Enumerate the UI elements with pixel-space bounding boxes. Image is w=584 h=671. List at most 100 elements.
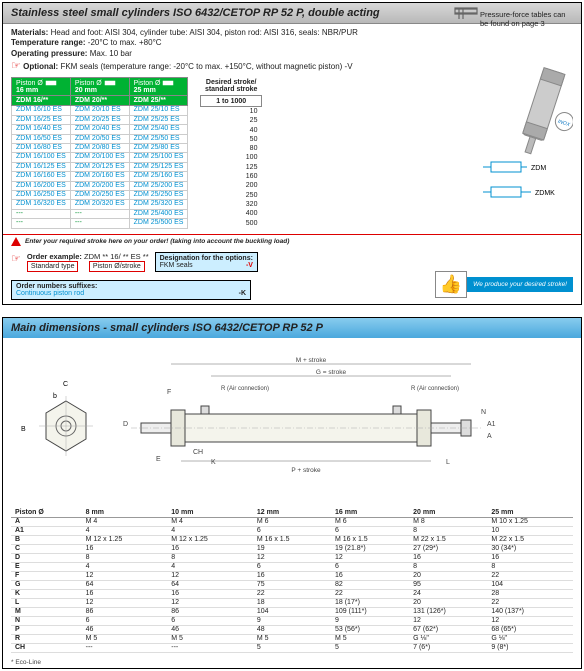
dim-row-key: P [11, 625, 82, 634]
dim-row-key: N [11, 616, 82, 625]
dim-cell: 19 [253, 544, 331, 553]
pressure-note: Pressure-force tables can be found on pa… [477, 7, 577, 31]
dim-cell: 53 (56*) [331, 625, 409, 634]
dim-cell: 18 (17*) [331, 598, 409, 607]
dim-cell: 64 [82, 580, 168, 589]
svg-text:A: A [487, 433, 492, 440]
dim-row-key: E [11, 562, 82, 571]
order-cell: ZDM 25/250 ES [129, 190, 188, 199]
order-cell: ZDM 16/25 ES [12, 115, 71, 124]
order-cell: ZDM 25/10 ES [129, 106, 188, 115]
order-example-label: Order example: [27, 252, 82, 261]
order-cell: ZDM 20/200 ES [70, 181, 129, 190]
dim-cell: M 4 [82, 517, 168, 526]
piston-stroke-box: Piston Ø/stroke [89, 261, 145, 272]
order-cell: ZDM 20/100 ES [70, 153, 129, 162]
dim-cell: 6 [82, 616, 168, 625]
dim-cell: M 5 [331, 634, 409, 643]
order-cell: ZDM 20/50 ES [70, 134, 129, 143]
dim-cell: 5 [253, 643, 331, 652]
order-cell: ZDM 16/100 ES [12, 153, 71, 162]
stroke-cell: 100 [201, 154, 262, 163]
dim-row-key: G [11, 580, 82, 589]
order-table: Piston Ø 16 mm Piston Ø 20 mm Piston Ø 2… [11, 77, 188, 228]
dim-cell: 16 [167, 589, 253, 598]
order-cell: ZDM 25/200 ES [129, 181, 188, 190]
options-box: Designation for the options: FKM seals -… [155, 252, 258, 272]
order-cell: ZDM 25/500 ES [129, 219, 188, 228]
svg-text:E: E [156, 456, 161, 463]
dim-cell: 9 (8*) [487, 643, 573, 652]
temp-val: -20°C to max. +80°C [88, 38, 162, 47]
dim-cell: M 5 [253, 634, 331, 643]
dim-row-key: A1 [11, 526, 82, 535]
stroke-hdr: Desired stroke/standard stroke [201, 77, 262, 95]
svg-text:A1: A1 [487, 421, 496, 428]
dim-cell: 75 [253, 580, 331, 589]
order-cell: ZDM 16/125 ES [12, 162, 71, 171]
piston-header-16: Piston Ø 16 mm [12, 78, 71, 96]
dim-row-key: R [11, 634, 82, 643]
dim-cell: 64 [167, 580, 253, 589]
order-cell: ZDM 25/320 ES [129, 200, 188, 209]
dim-cell: 86 [82, 607, 168, 616]
dim-cell: 8 [487, 562, 573, 571]
dim-cell: 4 [82, 526, 168, 535]
dim-row-key: CH [11, 643, 82, 652]
dim-row-key: C [11, 544, 82, 553]
dim-row-key: L [11, 598, 82, 607]
dim-cell: 12 [167, 598, 253, 607]
dim-cell: 46 [167, 625, 253, 634]
dim-cell: 16 [409, 553, 487, 562]
dim-cell: 6 [331, 562, 409, 571]
dim-cell: 8 [82, 553, 168, 562]
dim-cell: 19 (21.8*) [331, 544, 409, 553]
dimensions-section: Main dimensions - small cylinders ISO 64… [2, 317, 582, 669]
svg-text:C: C [63, 381, 68, 388]
order-cell: ZDM 16/200 ES [12, 181, 71, 190]
piston-header-20: Piston Ø 20 mm [70, 78, 129, 96]
dim-cell: 131 (126*) [409, 607, 487, 616]
dimensions-table: Piston Ø 8 mm 10 mm 12 mm 16 mm 20 mm 25… [11, 508, 573, 653]
dim-cell: M 6 [253, 517, 331, 526]
dim-cell: 46 [82, 625, 168, 634]
piston-col-hdr: Piston Ø [11, 508, 82, 518]
dim-cell: 16 [167, 544, 253, 553]
dim-cell: 20 [409, 571, 487, 580]
stroke-table: Desired stroke/standard stroke 1 to 1000… [200, 77, 262, 228]
dim-cell: 8 [409, 562, 487, 571]
stroke-cell: 10 [201, 107, 262, 117]
order-cell: ZDM 20/320 ES [70, 200, 129, 209]
svg-text:N: N [481, 409, 486, 416]
suffix-box: Order numbers suffixes:Continuous piston… [11, 280, 251, 300]
dim-row-key: K [11, 589, 82, 598]
std-type-box: Standard type [27, 261, 79, 272]
order-cell: --- [70, 219, 129, 228]
dim-cell: 16 [82, 589, 168, 598]
dimensions-title: Main dimensions - small cylinders ISO 64… [3, 318, 581, 338]
produce-text: We produce your desired stroke! [467, 277, 573, 292]
opt-val: FKM seals (temperature range: -20°C to m… [60, 62, 352, 71]
series-16: ZDM 16/** [12, 96, 71, 106]
dim-cell: 104 [487, 580, 573, 589]
dim-cell: 16 [331, 571, 409, 580]
dim-cell: 10 [487, 526, 573, 535]
svg-text:P + stroke: P + stroke [291, 467, 321, 474]
svg-text:B: B [21, 426, 26, 433]
top-catalog-section: Pressure-force tables can be found on pa… [2, 2, 582, 305]
order-cell: ZDM 20/80 ES [70, 144, 129, 153]
order-cell: --- [70, 209, 129, 218]
order-cell: ZDM 25/25 ES [129, 115, 188, 124]
dim-cell: 95 [409, 580, 487, 589]
piston-header-25: Piston Ø 25 mm [129, 78, 188, 96]
order-cell: ZDM 16/250 ES [12, 190, 71, 199]
order-cell: ZDM 20/25 ES [70, 115, 129, 124]
order-cell: ZDM 16/50 ES [12, 134, 71, 143]
dim-cell: 12 [487, 616, 573, 625]
series-25: ZDM 25/** [129, 96, 188, 106]
dim-cell: M 4 [167, 517, 253, 526]
dim-cell: 8 [409, 526, 487, 535]
svg-text:G = stroke: G = stroke [316, 369, 347, 376]
dim-cell: 48 [253, 625, 331, 634]
stroke-cell: 250 [201, 191, 262, 200]
